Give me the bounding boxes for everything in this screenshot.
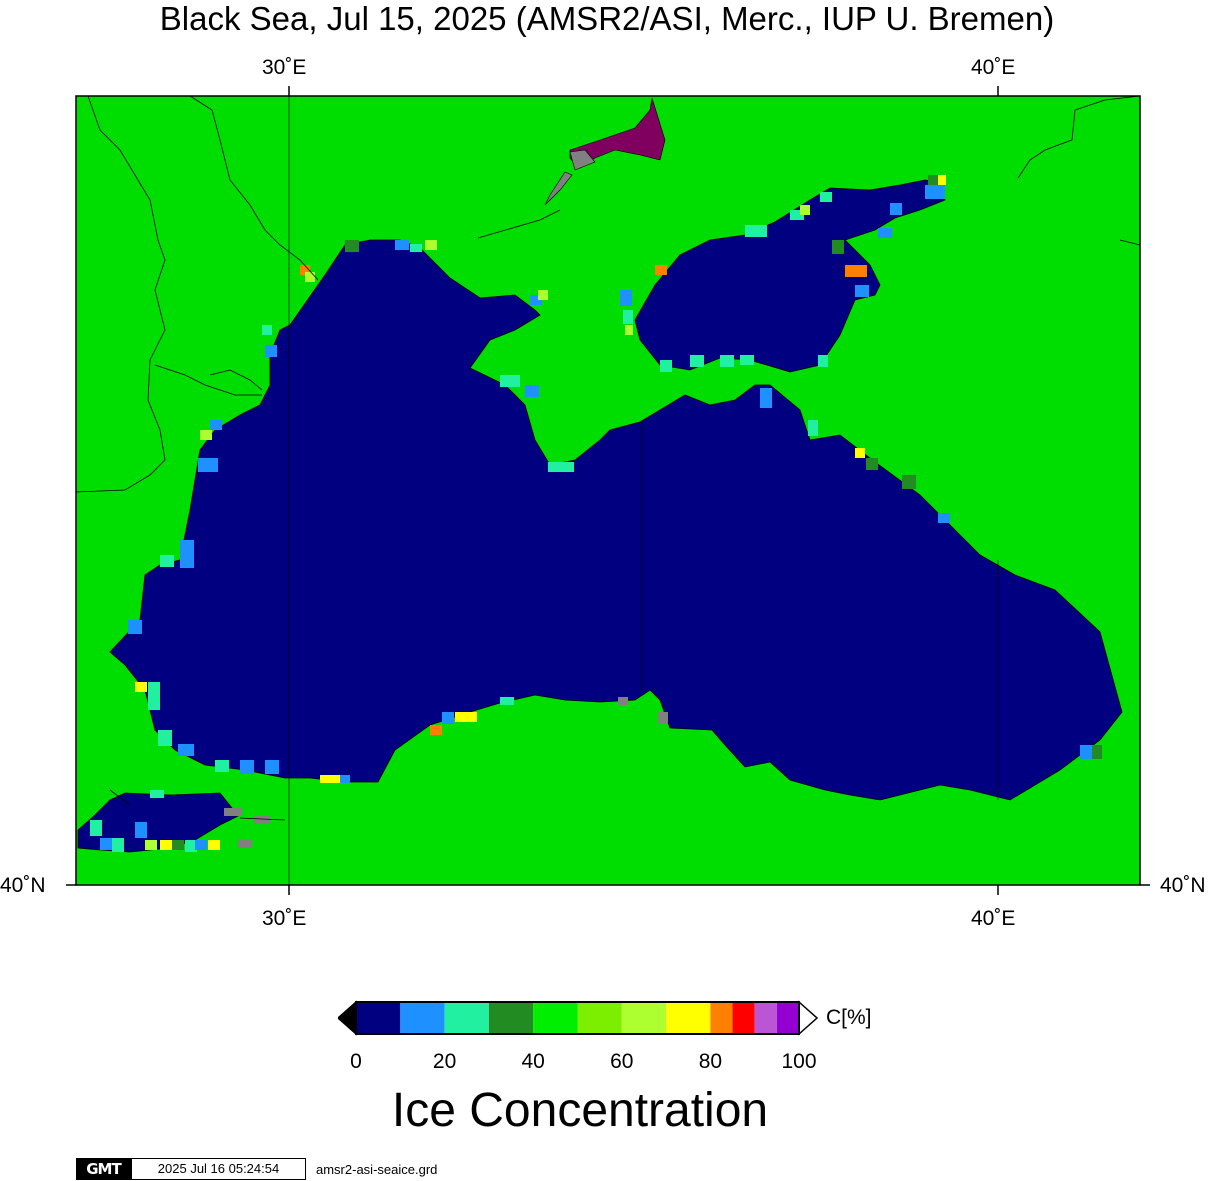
- color-bin-50-60: [577, 1002, 622, 1034]
- color-bar-tick-80: 80: [698, 1050, 723, 1073]
- color-bin-0-10: [356, 1002, 401, 1034]
- color-bar-tick-0: 0: [350, 1050, 362, 1073]
- black-sea-water: [109, 239, 1123, 801]
- sivash-shallows: [544, 149, 596, 206]
- axis-label-bottom-40e: 40˚E: [971, 907, 1016, 930]
- color-bin-90-95: [754, 1002, 777, 1034]
- color-bin-10-20: [400, 1002, 445, 1034]
- axis-label-bottom-30e: 30˚E: [262, 907, 307, 930]
- color-bin-95-100: [776, 1002, 799, 1034]
- axis-label-top-30e: 30˚E: [262, 56, 307, 79]
- color-bar-over-triangle: [798, 1000, 818, 1036]
- color-bin-60-70: [621, 1002, 667, 1034]
- coastal-pixels: [90, 175, 1102, 852]
- axis-label-left-40n: 40˚N: [0, 874, 46, 897]
- color-bar-frame: [355, 1001, 800, 1035]
- timestamp-box: 2025 Jul 16 05:24:54: [131, 1158, 306, 1180]
- color-bin-80-85: [710, 1002, 733, 1034]
- legend-title: Ice Concentration: [391, 1084, 769, 1137]
- map-frame: [75, 95, 1141, 886]
- axis-label-right-40n: 40˚N: [1160, 874, 1206, 897]
- color-bin-70-80: [666, 1002, 711, 1034]
- color-bar-tick-100: 100: [781, 1050, 817, 1073]
- gmt-logo: GMT: [76, 1158, 131, 1180]
- country-borders: [75, 95, 1141, 821]
- color-bin-30-40: [488, 1002, 534, 1034]
- sea-of-azov-water: [634, 179, 946, 373]
- color-bin-85-90: [732, 1002, 755, 1034]
- color-bin-40-50: [533, 1002, 578, 1034]
- color-bar-unit: C[%]: [826, 1006, 872, 1029]
- color-bar: [338, 1000, 818, 1036]
- color-bar-under-triangle: [338, 1000, 357, 1036]
- grid-file-label: amsr2-asi-seaice.grd: [316, 1162, 438, 1177]
- axis-label-top-40e: 40˚E: [971, 56, 1016, 79]
- color-bar-tick-60: 60: [610, 1050, 634, 1073]
- map-title: Black Sea, Jul 15, 2025 (AMSR2/ASI, Merc…: [159, 0, 1055, 37]
- color-bin-20-30: [444, 1002, 489, 1034]
- color-bar-tick-40: 40: [521, 1050, 545, 1073]
- color-bar-tick-20: 20: [432, 1050, 457, 1073]
